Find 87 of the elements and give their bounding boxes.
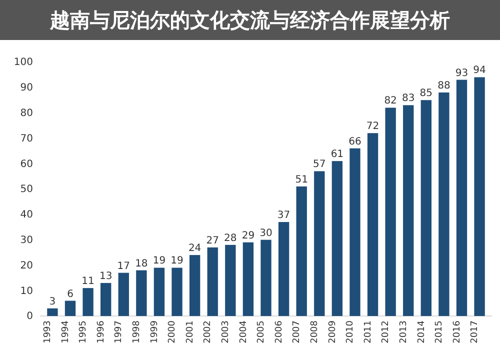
data-label: 18 [135, 258, 148, 270]
data-label: 93 [455, 68, 468, 79]
bar [350, 148, 360, 316]
x-tick-label: 2017 [470, 320, 480, 344]
data-label: 3 [49, 296, 56, 308]
x-tick-label: 2011 [363, 320, 374, 344]
data-label: 82 [384, 96, 397, 107]
x-tick-label: 1998 [132, 320, 142, 344]
x-tick-label: 2006 [274, 320, 284, 344]
x-tick-label: 1997 [114, 320, 124, 344]
y-tick-label: 90 [20, 82, 33, 94]
x-tick-label: 2014 [416, 320, 427, 344]
data-label: 19 [152, 256, 166, 267]
x-tick-label: 1995 [78, 320, 89, 344]
data-label: 17 [117, 260, 130, 272]
x-tick-label: 2004 [238, 320, 249, 344]
data-label: 72 [366, 121, 380, 132]
bar [314, 171, 325, 316]
bar [64, 300, 76, 316]
bar [456, 80, 468, 316]
chart-title: 越南与尼泊尔的文化交流与经济合作展望分析 [49, 8, 450, 32]
data-label: 37 [277, 210, 290, 222]
bar [82, 288, 94, 316]
bar [278, 222, 290, 316]
data-label: 51 [295, 174, 308, 186]
x-tick-label: 2009 [328, 320, 338, 344]
x-tick-label: 1993 [43, 320, 54, 344]
data-label: 30 [260, 228, 272, 239]
bar [172, 268, 182, 316]
data-label: 83 [402, 93, 415, 104]
x-tick-label: 2016 [452, 320, 462, 344]
bar [385, 108, 396, 316]
bar [438, 92, 450, 316]
x-tick-label: 2013 [398, 320, 409, 344]
data-label: 13 [99, 270, 112, 282]
bar [260, 240, 272, 316]
y-tick-label: 70 [20, 133, 33, 144]
data-label: 61 [330, 149, 344, 160]
x-tick-label: 1994 [60, 320, 71, 344]
y-tick-label: 20 [20, 260, 33, 272]
bar [474, 77, 485, 316]
data-label: 66 [348, 136, 362, 148]
y-tick-label: 30 [20, 235, 33, 246]
y-tick-label: 60 [20, 158, 33, 170]
y-tick-label: 100 [14, 57, 33, 68]
y-tick-label: 80 [20, 108, 33, 119]
x-tick-label: 1999 [150, 320, 160, 344]
bar [118, 272, 129, 316]
x-tick-label: 2002 [203, 320, 214, 344]
bar [189, 255, 200, 316]
data-label: 19 [170, 256, 184, 267]
x-tick-label: 2007 [292, 320, 302, 344]
bar [225, 244, 236, 316]
x-tick-label: 2003 [221, 320, 232, 344]
x-tick-label: 2001 [185, 320, 196, 344]
bar [207, 247, 218, 316]
data-label: 6 [67, 288, 74, 300]
bar [47, 308, 58, 316]
y-tick-label: 50 [20, 184, 33, 196]
bar [367, 133, 378, 316]
x-tick-label: 2012 [381, 320, 392, 344]
bar [154, 268, 165, 316]
y-tick-label: 40 [20, 210, 33, 221]
x-tick-label: 2005 [256, 320, 267, 344]
x-tick-label: 2008 [310, 320, 320, 344]
bar [136, 270, 147, 316]
x-tick-label: 2015 [434, 320, 445, 344]
data-label: 11 [82, 276, 94, 288]
bar [332, 161, 343, 316]
bar [242, 242, 254, 316]
x-tick-label: 2010 [346, 320, 356, 344]
bar [296, 186, 307, 316]
data-label: 24 [188, 243, 202, 254]
data-label: 29 [242, 230, 255, 242]
data-label: 57 [313, 159, 326, 170]
bar [403, 105, 414, 316]
bar [100, 282, 112, 316]
bar [420, 100, 432, 316]
y-tick-label: 0 [26, 311, 33, 322]
y-tick-label: 10 [20, 286, 33, 297]
data-label: 94 [473, 65, 486, 76]
data-label: 85 [420, 88, 433, 100]
data-label: 27 [206, 235, 219, 246]
x-tick-label: 2000 [168, 320, 178, 344]
data-label: 28 [224, 232, 237, 244]
data-label: 88 [438, 80, 450, 92]
x-tick-label: 1996 [96, 320, 106, 344]
